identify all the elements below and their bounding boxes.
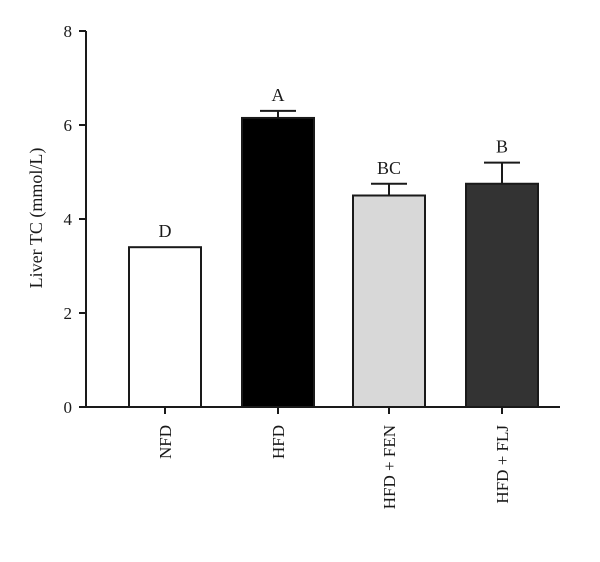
y-axis-ticks: 0 2 4 6 8: [64, 22, 86, 417]
y-tick-label: 0: [64, 398, 73, 417]
significance-label: D: [159, 221, 172, 241]
x-tick-label: HFD + FLJ: [493, 425, 512, 504]
significance-labels: D A BC B: [159, 85, 509, 241]
y-axis-label: Liver TC (mmol/L): [26, 148, 47, 289]
y-tick-label: 8: [64, 22, 73, 41]
x-tick-label: HFD + FEN: [380, 425, 399, 509]
bar-hfd-fen: [352, 194, 426, 408]
significance-label: A: [272, 85, 285, 105]
y-tick-label: 6: [64, 116, 73, 135]
bar-nfd: [128, 246, 202, 408]
y-tick-label: 2: [64, 304, 73, 323]
x-tick-label: HFD: [269, 425, 288, 459]
error-bars: [260, 109, 520, 196]
x-tick-label: NFD: [156, 425, 175, 459]
bar-hfd: [241, 116, 315, 408]
y-tick-label: 4: [64, 210, 73, 229]
significance-label: BC: [377, 158, 401, 178]
category-labels: NFD HFD HFD + FEN HFD + FLJ: [156, 407, 512, 509]
significance-label: B: [496, 137, 508, 157]
bar-hfd-flj: [465, 182, 539, 408]
bars: [128, 116, 539, 408]
